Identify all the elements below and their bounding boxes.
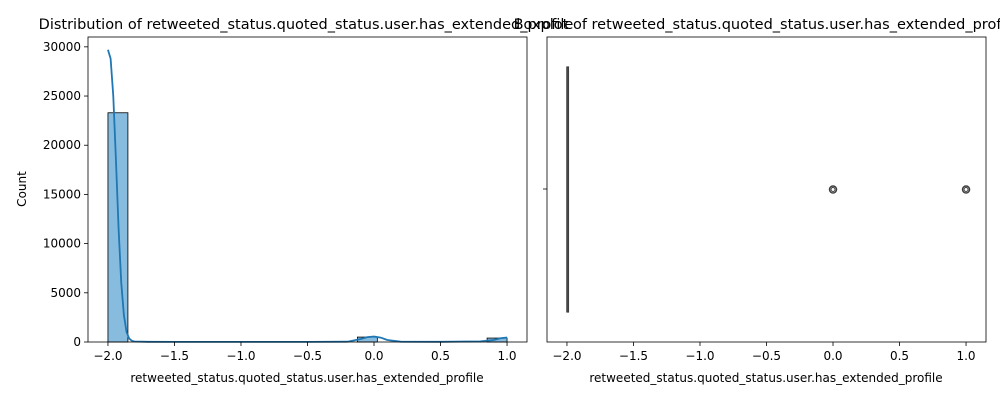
x-tick-label: 1.0 bbox=[497, 349, 516, 363]
x-tick-label: −0.5 bbox=[752, 349, 781, 363]
x-tick-label: −1.0 bbox=[685, 349, 714, 363]
boxplot-panel: Boxplot of retweeted_status.quoted_statu… bbox=[514, 17, 1000, 385]
histogram-title: Distribution of retweeted_status.quoted_… bbox=[39, 17, 574, 33]
x-tick-label: 0.5 bbox=[431, 349, 450, 363]
x-tick-label: 1.0 bbox=[956, 349, 975, 363]
y-tick-label: 20000 bbox=[43, 138, 81, 152]
x-tick-label: −1.0 bbox=[226, 349, 255, 363]
y-tick-label: 5000 bbox=[50, 286, 81, 300]
y-tick-label: 30000 bbox=[43, 40, 81, 54]
outlier-point-inner bbox=[830, 187, 836, 192]
boxplot-title: Boxplot of retweeted_status.quoted_statu… bbox=[514, 17, 1000, 33]
x-tick-label: −0.5 bbox=[293, 349, 322, 363]
histogram-bars bbox=[107, 112, 508, 343]
histogram-x-axis-label: retweeted_status.quoted_status.user.has_… bbox=[130, 371, 483, 385]
x-tick-label: 0.5 bbox=[890, 349, 909, 363]
x-tick-label: −1.5 bbox=[160, 349, 189, 363]
y-tick-label: 25000 bbox=[43, 89, 81, 103]
histogram-panel: Distribution of retweeted_status.quoted_… bbox=[15, 17, 573, 385]
histogram-y-ticks: 0 5000 10000 15000 20000 25000 30000 bbox=[43, 40, 88, 349]
histogram-y-axis-label: Count bbox=[15, 171, 29, 207]
boxplot-marks bbox=[566, 66, 971, 313]
x-tick-label: 0.0 bbox=[364, 349, 383, 363]
x-tick-label: −2.0 bbox=[552, 349, 581, 363]
kde-line bbox=[107, 49, 508, 343]
boxplot-x-axis-label: retweeted_status.quoted_status.user.has_… bbox=[589, 371, 942, 385]
histogram-x-ticks: −2.0 −1.5 −1.0 −0.5 0.0 0.5 1.0 bbox=[93, 342, 517, 363]
y-tick-label: 10000 bbox=[43, 237, 81, 251]
outlier-point bbox=[961, 185, 971, 194]
outlier-point bbox=[828, 185, 838, 194]
x-tick-label: −2.0 bbox=[93, 349, 122, 363]
boxplot-x-ticks: −2.0 −1.5 −1.0 −0.5 0.0 0.5 1.0 bbox=[552, 342, 976, 363]
x-tick-label: 0.0 bbox=[823, 349, 842, 363]
y-tick-label: 15000 bbox=[43, 187, 81, 201]
y-tick-label: 0 bbox=[73, 335, 81, 349]
x-tick-label: −1.5 bbox=[619, 349, 648, 363]
boxplot-plot-frame bbox=[546, 36, 987, 343]
outlier-point-inner bbox=[963, 187, 969, 192]
histogram-plot-frame bbox=[87, 36, 528, 343]
